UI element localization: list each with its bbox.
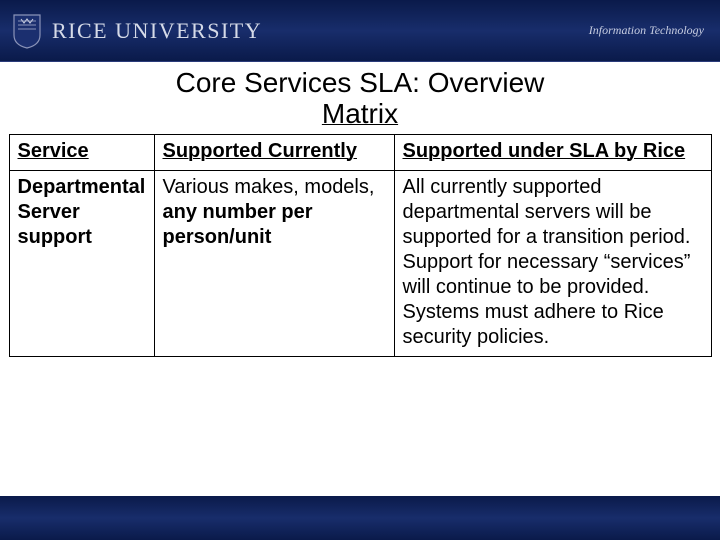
cell-supported-sla: All currently supported departmental ser… [394, 170, 711, 356]
table-header-row: Service Supported Currently Supported un… [9, 134, 711, 170]
header-bar: RICE UNIVERSITY Information Technology [0, 0, 720, 62]
col-header-service: Service [9, 134, 154, 170]
sla-text: All currently supported departmental ser… [403, 175, 703, 350]
shield-icon [12, 13, 42, 49]
current-bold: any number per person/unit [163, 201, 313, 248]
current-pre: Various makes, models, [163, 176, 375, 198]
title-line-1: Core Services SLA: Overview [176, 67, 545, 98]
title-line-2: Matrix [322, 98, 398, 129]
university-name: RICE UNIVERSITY [52, 18, 262, 44]
cell-service: Departmental Server support [9, 170, 154, 356]
col-header-supported-sla: Supported under SLA by Rice [394, 134, 711, 170]
slide-title: Core Services SLA: Overview Matrix [0, 68, 720, 130]
cell-supported-currently: Various makes, models, any number per pe… [154, 170, 394, 356]
logo: RICE UNIVERSITY [12, 13, 262, 49]
footer-bar [0, 496, 720, 540]
sla-matrix-table: Service Supported Currently Supported un… [9, 134, 712, 357]
col-header-supported-currently: Supported Currently [154, 134, 394, 170]
it-label: Information Technology [589, 23, 704, 38]
table-row: Departmental Server support Various make… [9, 170, 711, 356]
